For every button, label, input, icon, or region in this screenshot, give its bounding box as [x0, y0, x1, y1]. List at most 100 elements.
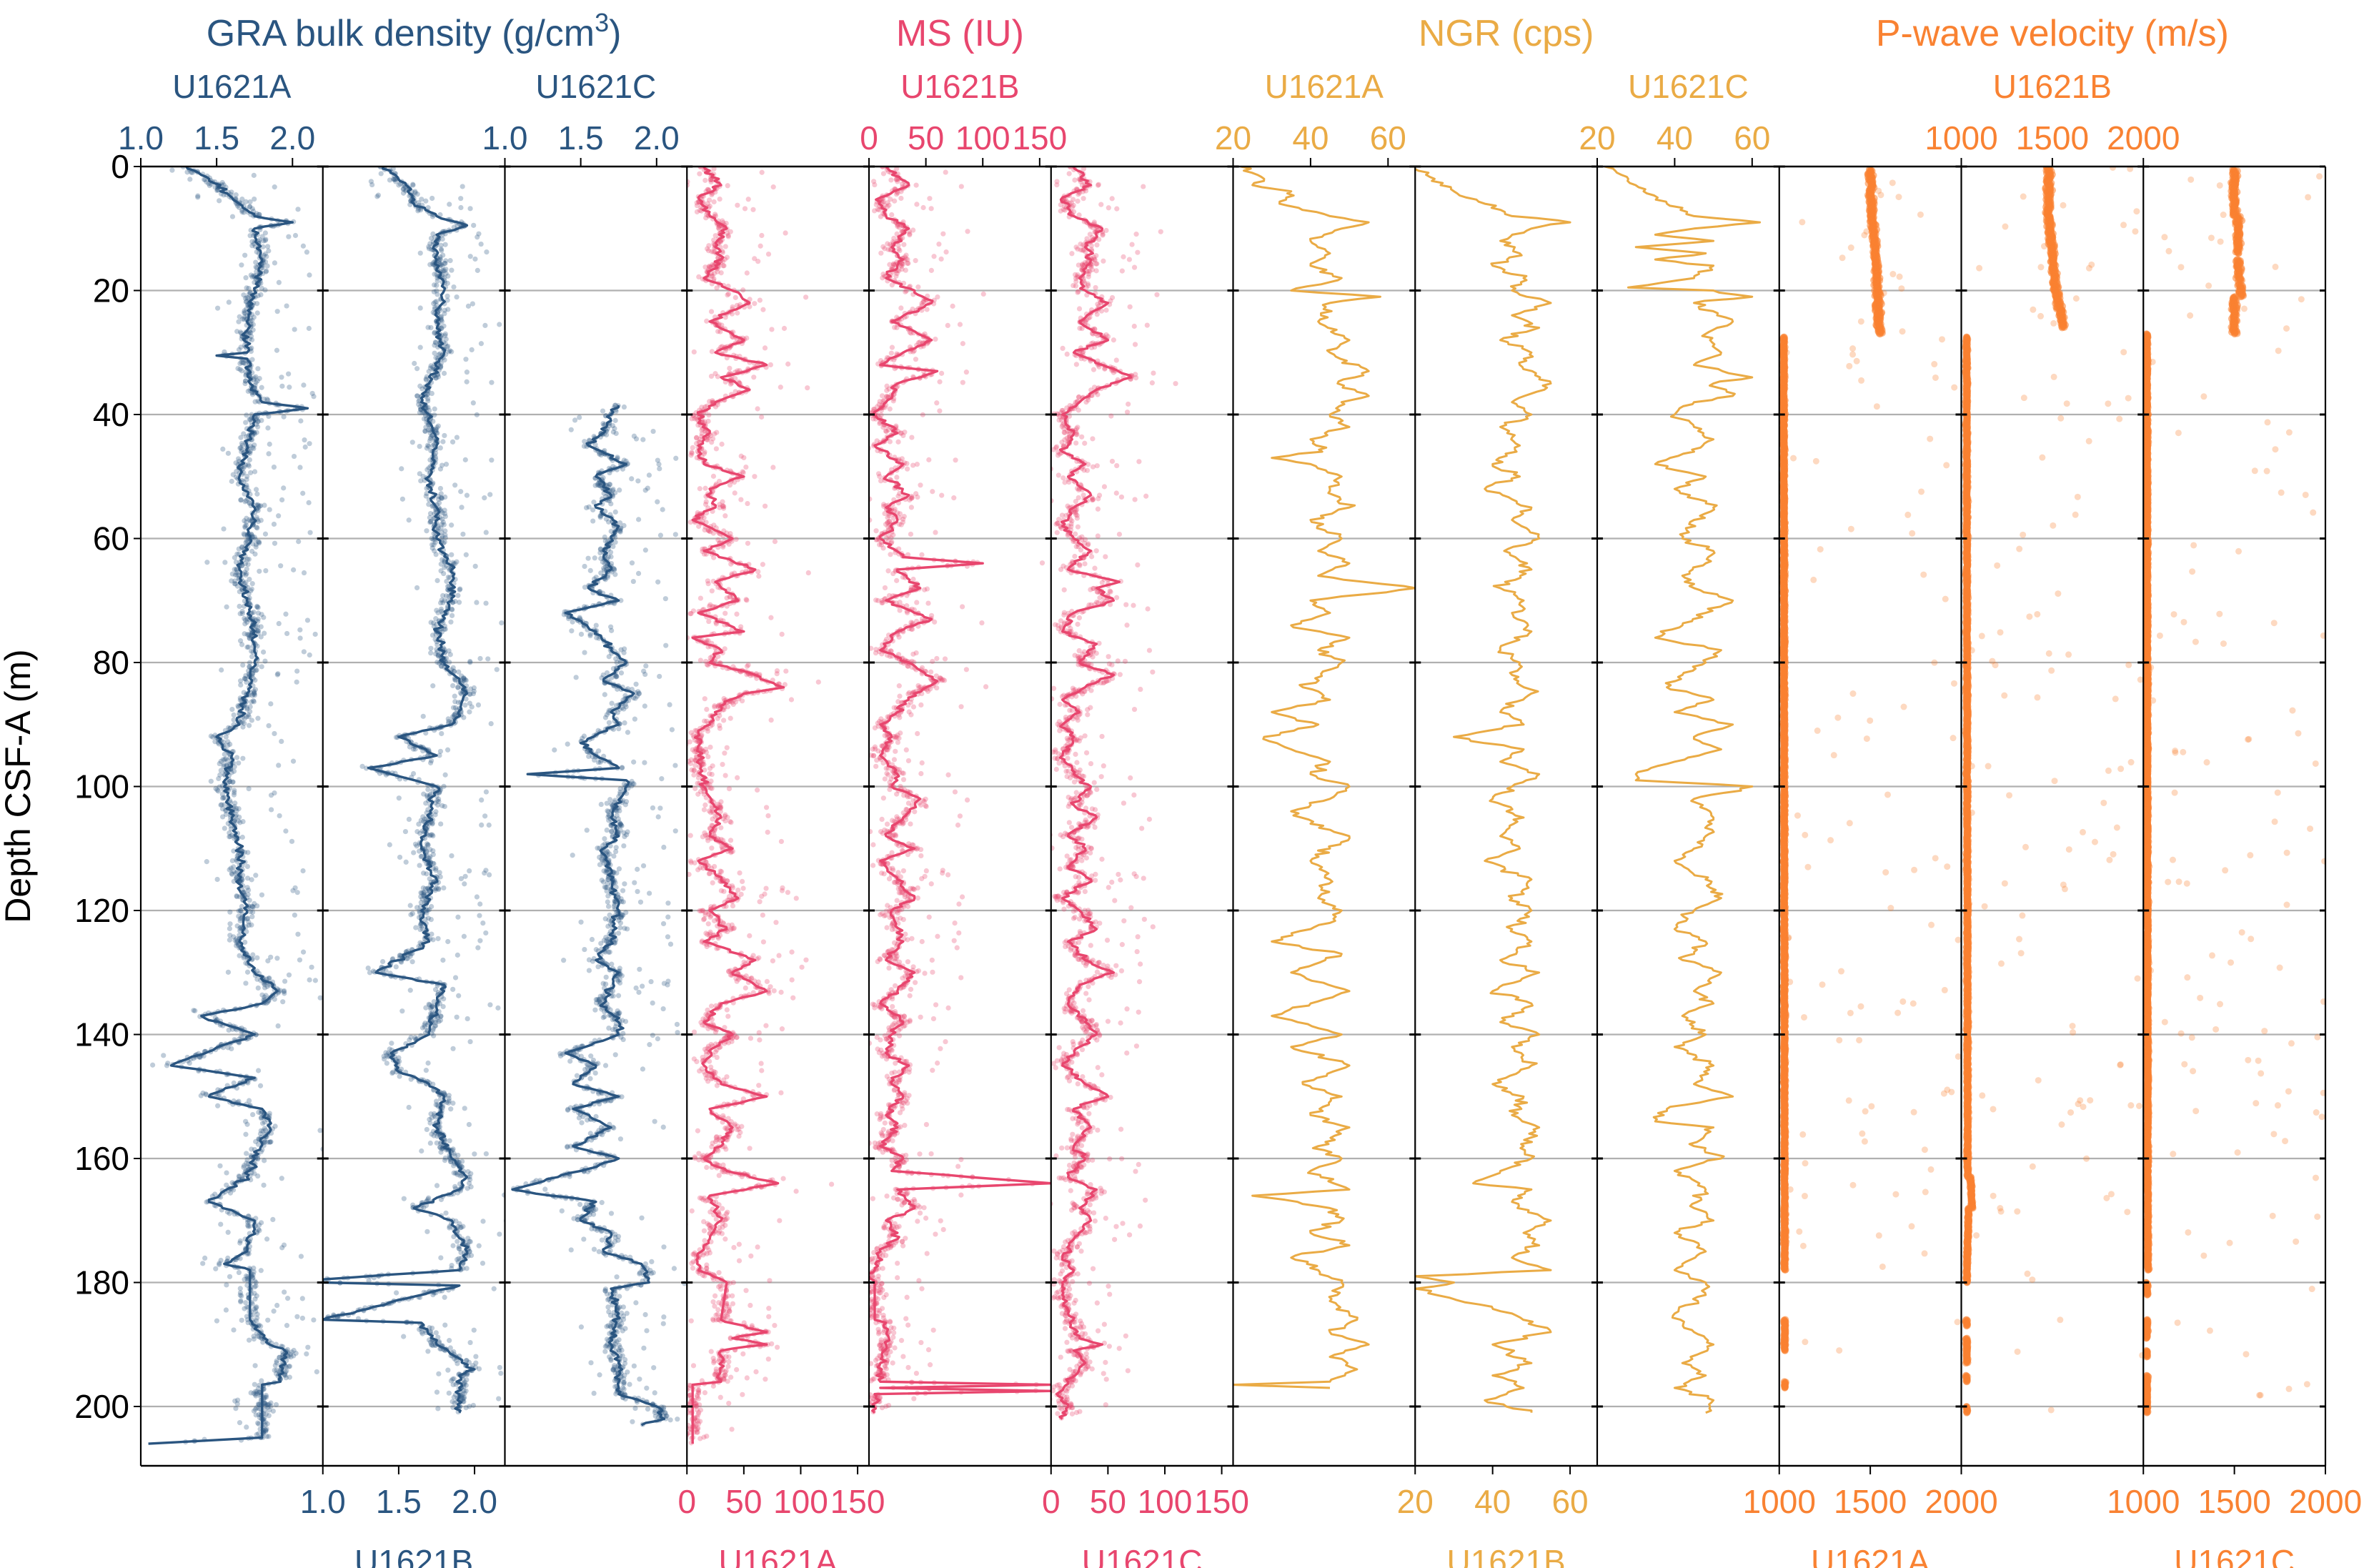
scatter-point [244, 679, 249, 685]
scatter-point [242, 525, 248, 530]
scatter-point [465, 1186, 470, 1191]
scatter-point [485, 656, 491, 662]
scatter-point [237, 360, 243, 367]
scatter-point [636, 517, 642, 522]
scatter-point [441, 522, 447, 527]
scatter-point [655, 1036, 661, 1042]
scatter-point [213, 785, 219, 791]
scatter-point [237, 1420, 243, 1426]
scatter-point [259, 664, 264, 670]
scatter-point [417, 443, 422, 450]
scatter-point [579, 1120, 585, 1126]
scatter-point [487, 492, 493, 497]
scatter-point [263, 1403, 269, 1409]
scatter-point [239, 440, 244, 447]
scatter-point [635, 888, 640, 895]
scatter-point [262, 1126, 268, 1131]
scatter-point [467, 709, 472, 715]
scatter-point [458, 875, 465, 882]
scatter-point [468, 686, 474, 692]
scatter-point [272, 184, 277, 190]
scatter-point [591, 1390, 597, 1396]
scatter-point [281, 989, 287, 995]
scatter-point [202, 177, 208, 183]
scatter-point [438, 316, 445, 322]
scatter-point [620, 1316, 627, 1322]
scatter-point [602, 835, 607, 842]
scatter-point [222, 802, 227, 808]
scatter-point [632, 695, 638, 701]
scatter-point [262, 251, 268, 257]
scatter-point [231, 878, 237, 884]
scatter-point [247, 443, 254, 449]
scatter-point [224, 1182, 229, 1188]
scatter-point [432, 330, 437, 336]
scatter-point [291, 567, 297, 572]
scatter-point [419, 197, 424, 202]
scatter-point [254, 604, 260, 610]
scatter-point [497, 1231, 502, 1237]
scatter-point [274, 347, 280, 353]
scatter-point [639, 1215, 645, 1221]
scatter-point [254, 525, 259, 530]
scatter-point [292, 232, 299, 239]
scatter-point [202, 177, 207, 182]
scatter-point [463, 1388, 469, 1394]
scatter-point [257, 375, 262, 382]
scatter-point [605, 814, 611, 820]
scatter-point [447, 575, 453, 580]
scatter-point [426, 502, 432, 507]
scatter-point [254, 903, 260, 909]
scatter-point [231, 868, 237, 874]
y-axis-label: Depth CSF-A (m) [0, 649, 38, 923]
scatter-point [259, 892, 265, 898]
scatter-point [297, 957, 303, 963]
scatter-point [432, 342, 437, 348]
scatter-point [239, 1293, 244, 1299]
scatter-point [397, 854, 403, 860]
scatter-point [242, 523, 248, 530]
scatter-point [292, 327, 297, 332]
scatter-point [244, 705, 250, 710]
scatter-point [424, 861, 429, 867]
scatter-point [252, 687, 259, 693]
scatter-point [432, 406, 437, 412]
scatter-point [442, 341, 448, 347]
scatter-point [431, 282, 437, 288]
scatter-point [565, 741, 570, 747]
scatter-point [600, 421, 606, 427]
scatter-point [424, 824, 430, 830]
scatter-point [429, 542, 435, 547]
scatter-point [430, 852, 436, 858]
scatter-point [243, 361, 249, 367]
scatter-point [451, 668, 457, 674]
scatter-point [429, 364, 436, 370]
scatter-point [443, 593, 450, 599]
scatter-point [282, 991, 287, 996]
scatter-point [443, 267, 449, 272]
scatter-point [423, 1068, 429, 1073]
scatter-point [464, 1358, 470, 1364]
scatter-point [450, 607, 455, 612]
scatter-point [212, 739, 218, 745]
scatter-point [232, 572, 239, 578]
scatter-point [621, 1379, 627, 1385]
scatter-point [444, 578, 450, 585]
scatter-point [235, 1397, 241, 1403]
scatter-point [477, 938, 483, 943]
scatter-point [456, 993, 462, 998]
scatter-point [247, 417, 252, 422]
scatter-point [399, 1008, 405, 1014]
scatter-point [425, 843, 431, 848]
scatter-point [243, 1273, 249, 1279]
scatter-point [254, 603, 260, 609]
scatter-point [600, 1015, 606, 1021]
scatter-point [593, 622, 599, 628]
scatter-point [292, 885, 298, 890]
scatter-point [272, 1367, 277, 1373]
scatter-point [622, 802, 628, 808]
scatter-point [426, 244, 432, 249]
scatter-point [614, 1274, 620, 1280]
scatter-point [437, 445, 443, 451]
scatter-point [286, 371, 292, 377]
